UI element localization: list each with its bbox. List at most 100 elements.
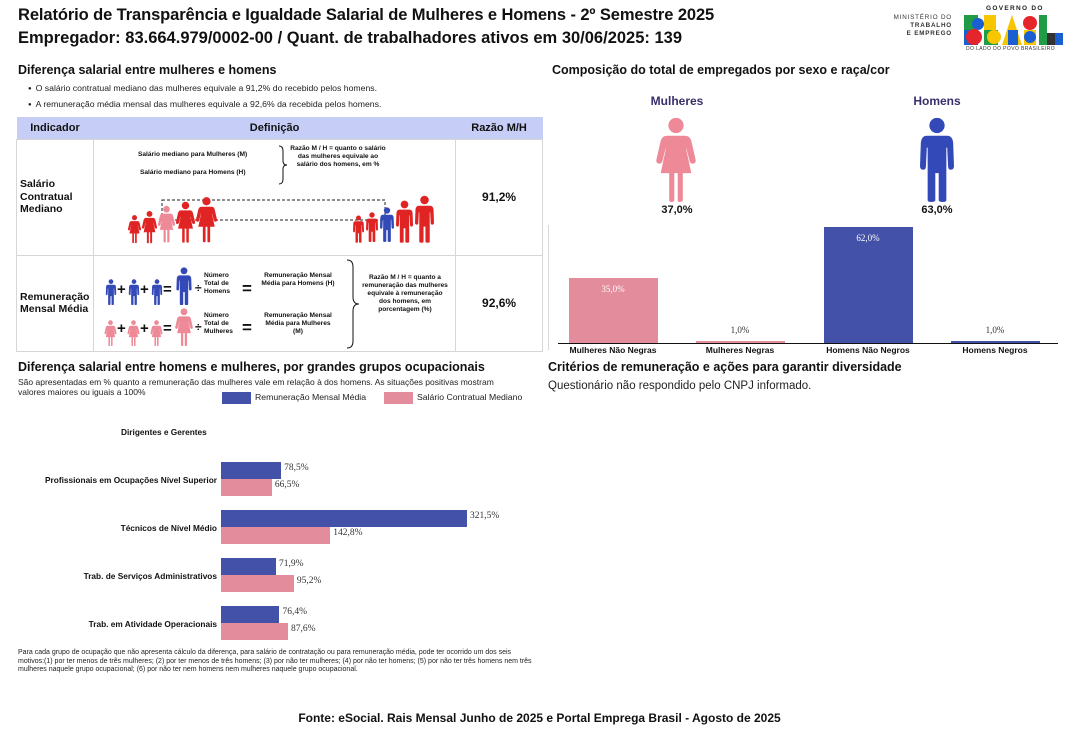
plus-sign: + xyxy=(139,280,149,298)
brasil-logo-mark xyxy=(964,15,1063,45)
header-indicador: Indicador xyxy=(16,117,94,139)
ministry-line-2: TRABALHO xyxy=(910,22,952,29)
occupation-title: Diferença salarial entre homens e mulher… xyxy=(18,360,485,374)
women-result: Remuneração Mensal Média para Mulheres (… xyxy=(264,311,332,335)
hbar-value-label: 76,4% xyxy=(282,607,307,617)
men-label: Homens xyxy=(913,94,961,108)
ratio-remuneration: 92,6% xyxy=(455,254,543,352)
table-row: Salário Contratual Mediano Salário media… xyxy=(16,138,543,256)
salary-diff-bullet-1: O salário contratual mediano das mulhere… xyxy=(28,83,377,93)
equals-sign: = xyxy=(162,280,172,298)
def-median-men: Salário mediano para Homens (H) xyxy=(139,168,246,176)
hbar-salario xyxy=(221,479,272,496)
report-title: Relatório de Transparência e Igualdade S… xyxy=(18,6,715,24)
source-line: Fonte: eSocial. Rais Mensal Junho de 202… xyxy=(298,711,781,725)
ministry-line-1: MINISTÉRIO DO xyxy=(893,14,952,21)
legend-label-remuneracao: Remuneração Mensal Média xyxy=(255,392,367,402)
occupation-label: Dirigentes e Gerentes xyxy=(121,427,207,437)
salary-diff-title: Diferença salarial entre mulheres e home… xyxy=(18,63,277,77)
footnote: Para cada grupo de ocupação que não apre… xyxy=(18,649,532,673)
hbar-value-label: 95,2% xyxy=(296,576,322,586)
men-divisor: Número Total de Homens xyxy=(203,271,230,295)
hbar-value-label: 142,8% xyxy=(333,528,363,538)
logo-top-text: GOVERNO DO xyxy=(986,5,1044,12)
legend-label-salario: Salário Contratual Mediano xyxy=(417,392,523,402)
equals-sign: = xyxy=(162,319,172,337)
indicator-table-header: Indicador Definição Razão M/H xyxy=(16,117,543,139)
chart-baseline xyxy=(558,343,1058,344)
category-label: Mulheres Negras xyxy=(705,345,775,355)
definition-cell: Salário mediano para Mulheres (M) Salári… xyxy=(92,138,457,256)
hbar-value-label: 66,5% xyxy=(274,480,300,490)
hbar-remuneracao xyxy=(221,558,276,575)
salary-diff-bullet-2: A remuneração média mensal das mulheres … xyxy=(28,99,382,109)
men-pct: 63,0% xyxy=(921,204,953,216)
bar-value-label: 35,0% xyxy=(601,283,625,294)
bar-mulheres-não-negras xyxy=(568,277,658,343)
brace-icon xyxy=(346,259,360,348)
divide-sign: ÷ xyxy=(194,280,202,295)
occupation-label: Profissionais em Ocupações Nível Superio… xyxy=(45,475,217,485)
diversity-title: Critérios de remuneração e ações para ga… xyxy=(548,360,902,374)
equals-sign: = xyxy=(241,278,252,298)
category-label: Homens Negros xyxy=(962,345,1028,355)
chart-left-border xyxy=(548,225,549,350)
median-people-illustration xyxy=(127,195,434,243)
header-definicao: Definição xyxy=(93,117,456,139)
occupation-label: Trab. em Atividade Operacionais xyxy=(88,619,217,629)
governo-do-brasil-logo: GOVERNO DO DO LADO DO POVO BRASILEIRO xyxy=(962,5,1066,55)
hbar-salario xyxy=(221,527,331,544)
hbar-value-label: 87,6% xyxy=(291,624,316,634)
hbar-salario xyxy=(221,623,289,640)
ratio-median: 91,2% xyxy=(455,138,543,256)
race-composition-chart: 35,0% Mulheres Não Negras 1,0% Mulheres Neg… xyxy=(550,220,1070,360)
brace-icon xyxy=(278,145,288,184)
bar-homens-negros xyxy=(950,341,1040,343)
employer-line: Empregador: 83.664.979/0002-00 / Quant. … xyxy=(18,29,683,47)
hbar-value-label: 78,5% xyxy=(284,463,309,473)
header-razao: Razão M/H xyxy=(455,117,543,139)
men-result: Remuneração Mensal Média para Homens (H) xyxy=(261,271,335,287)
man-icon xyxy=(920,117,954,202)
plus-sign: + xyxy=(116,280,126,298)
plus-sign: + xyxy=(116,319,126,337)
woman-icon xyxy=(656,117,696,202)
equals-sign: = xyxy=(241,317,252,337)
category-label: Mulheres Não Negras xyxy=(569,345,657,355)
occupation-label: Técnicos de Nível Médio xyxy=(120,523,217,533)
composition-title: Composição do total de empregados por se… xyxy=(552,63,890,77)
diversity-text: Questionário não respondido pelo CNPJ in… xyxy=(548,380,812,392)
divide-sign: ÷ xyxy=(194,319,202,334)
ministry-label: MINISTÉRIO DO TRABALHO E EMPREGO xyxy=(884,14,952,38)
bar-value-label: 62,0% xyxy=(856,233,880,243)
indicator-table: Indicador Definição Razão M/H Salário Co… xyxy=(16,117,543,352)
indicator-name: Salário Contratual Mediano xyxy=(16,138,94,256)
bar-value-label: 1,0% xyxy=(985,325,1005,335)
indicator-name: Remuneração Mensal Média xyxy=(16,254,94,352)
occupation-chart: Dirigentes e Gerentes Profissionais em Oc… xyxy=(0,415,545,645)
def-median-women: Salário mediano para Mulheres (M) xyxy=(137,150,248,158)
definition-cell: + + = ÷ Número Total de Homens = Remuner… xyxy=(92,254,457,352)
legend-swatch-salario xyxy=(384,392,413,404)
hbar-remuneracao xyxy=(221,606,280,623)
logo-tagline: DO LADO DO POVO BRASILEIRO xyxy=(966,46,1056,52)
plus-sign: + xyxy=(139,319,149,337)
legend-swatch-remuneracao xyxy=(222,392,251,404)
ministry-line-3: E EMPREGO xyxy=(906,30,952,37)
hbar-salario xyxy=(221,575,294,592)
women-divisor: Número Total de Mulheres xyxy=(203,311,233,335)
bar-mulheres-negras xyxy=(695,341,785,343)
bar-value-label: 1,0% xyxy=(730,325,750,335)
hbar-remuneracao xyxy=(221,462,282,479)
occupation-subtitle: São apresentadas em % quanto a remuneraç… xyxy=(18,377,494,397)
hbar-value-label: 71,9% xyxy=(279,559,304,569)
def-ratio-explain: Razão M / H = quanto o salário das mulhe… xyxy=(290,144,386,168)
occupation-label: Trab. de Serviços Administrativos xyxy=(83,571,217,581)
category-label: Homens Não Negros xyxy=(826,345,910,355)
def-ratio-explain: Razão M / H = quanto a remuneração das m… xyxy=(362,273,448,313)
hbar-value-label: 321,5% xyxy=(470,511,500,521)
women-label: Mulheres xyxy=(650,94,704,108)
women-pct: 37,0% xyxy=(661,204,693,216)
bar-homens-não-negros xyxy=(823,227,913,343)
table-row: Remuneração Mensal Média + + = ÷ Número … xyxy=(16,254,543,352)
